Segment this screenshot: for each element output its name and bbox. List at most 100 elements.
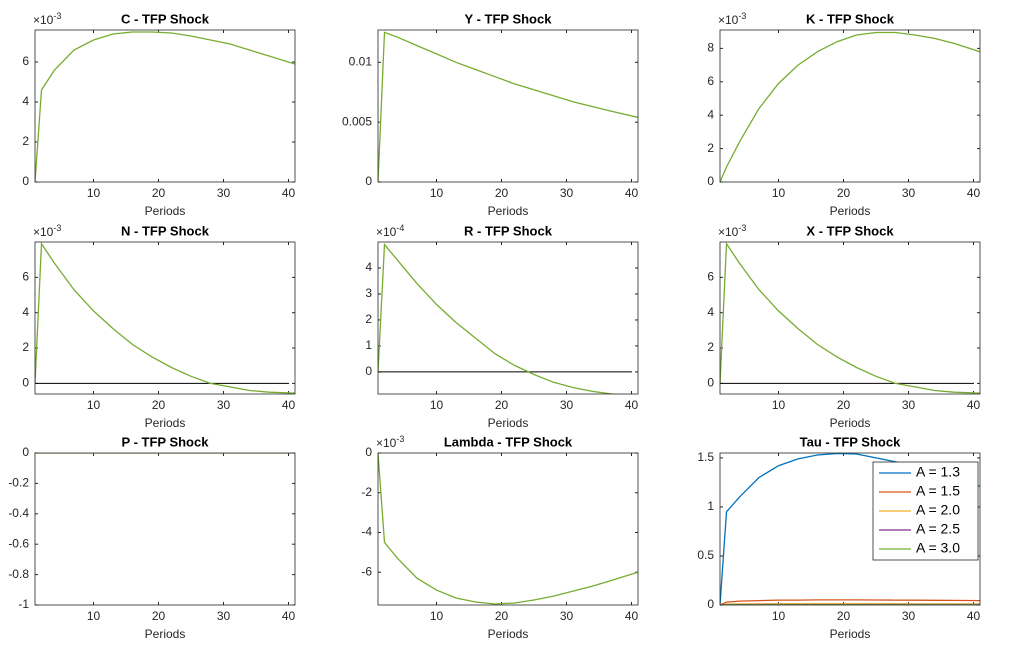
exponent-power: -3 bbox=[738, 223, 746, 233]
subplot: P - TFP Shock Periods 10 20 30 40 -1 -0.8 -0.6 -0… bbox=[8, 434, 295, 641]
subplot: Tau - TFP Shock Periods 10 20 30 40 0 0.5 1 1.5 A … bbox=[697, 434, 980, 641]
y-tick-label: 2 bbox=[22, 340, 29, 354]
x-tick-label: 20 bbox=[152, 609, 166, 623]
x-tick-label: 30 bbox=[902, 398, 916, 412]
axes-box bbox=[34, 241, 296, 395]
x-tick-label: 40 bbox=[625, 398, 639, 412]
y-tick-label: 4 bbox=[22, 305, 29, 319]
legend-label: A = 1.3 bbox=[916, 464, 960, 480]
y-exponent: ×10-3 bbox=[718, 223, 746, 239]
y-tick-label: -0.6 bbox=[8, 536, 29, 550]
y-tick-label: 0 bbox=[22, 376, 29, 390]
x-tick-label: 10 bbox=[430, 398, 444, 412]
x-tick-label: 10 bbox=[87, 398, 101, 412]
y-tick-label: 0.01 bbox=[349, 54, 373, 68]
axes-box bbox=[377, 29, 639, 183]
x-tick-label: 20 bbox=[837, 398, 851, 412]
y-tick-label: 0 bbox=[707, 376, 714, 390]
y-tick-label: 0 bbox=[365, 445, 372, 459]
x-tick-label: 10 bbox=[430, 186, 444, 200]
y-tick-label: 6 bbox=[707, 74, 714, 88]
x-tick-label: 20 bbox=[152, 398, 166, 412]
plot-area bbox=[720, 30, 980, 182]
x-tick-label: 30 bbox=[560, 398, 574, 412]
y-tick-label: 0.5 bbox=[697, 548, 714, 562]
series-line bbox=[378, 453, 638, 605]
axes-box bbox=[719, 29, 981, 183]
exponent-power: -3 bbox=[738, 11, 746, 21]
y-tick-label: 2 bbox=[365, 312, 372, 326]
axes-box bbox=[34, 452, 296, 606]
exponent-power: -3 bbox=[396, 434, 404, 444]
subplot-title: Y - TFP Shock bbox=[465, 11, 553, 26]
y-tick-label: 2 bbox=[707, 141, 714, 155]
subplot: N - TFP Shock Periods 10 20 30 40 0 2 4 6 ×10-3 bbox=[22, 223, 295, 430]
series-line bbox=[378, 242, 626, 394]
plot-area bbox=[35, 30, 295, 182]
series-line bbox=[35, 242, 295, 394]
x-axis-label: Periods bbox=[488, 627, 529, 641]
x-tick-label: 30 bbox=[902, 186, 916, 200]
y-tick-label: 0 bbox=[22, 445, 29, 459]
subplot: R - TFP Shock Periods 10 20 30 40 0 1 2 3 4 ×10-4 bbox=[365, 223, 638, 430]
subplot: X - TFP Shock Periods 10 20 30 40 0 2 4 6 ×10-3 bbox=[707, 223, 980, 430]
x-tick-label: 40 bbox=[967, 186, 981, 200]
x-tick-label: 10 bbox=[772, 398, 786, 412]
x-tick-label: 30 bbox=[902, 609, 916, 623]
subplot-title: R - TFP Shock bbox=[464, 223, 553, 238]
y-tick-label: 0 bbox=[365, 364, 372, 378]
exponent-base: ×10 bbox=[376, 225, 397, 239]
y-tick-label: 0 bbox=[365, 174, 372, 188]
x-tick-label: 20 bbox=[495, 186, 509, 200]
x-tick-label: 20 bbox=[837, 186, 851, 200]
plot-area bbox=[378, 30, 638, 182]
x-axis-label: Periods bbox=[145, 416, 186, 430]
subplot-title: N - TFP Shock bbox=[121, 223, 210, 238]
y-tick-label: -0.4 bbox=[8, 506, 29, 520]
y-tick-label: 6 bbox=[707, 270, 714, 284]
subplot: C - TFP Shock Periods 10 20 30 40 0 2 4 6 ×10-3 bbox=[22, 11, 295, 218]
legend-label: A = 2.5 bbox=[916, 521, 960, 537]
x-tick-label: 20 bbox=[495, 609, 509, 623]
x-tick-label: 40 bbox=[625, 186, 639, 200]
legend-label: A = 3.0 bbox=[916, 540, 960, 556]
series-line bbox=[720, 242, 980, 394]
subplot-title: K - TFP Shock bbox=[806, 11, 895, 26]
axes-box bbox=[719, 452, 981, 606]
exponent-power: -3 bbox=[53, 223, 61, 233]
y-tick-label: 0 bbox=[707, 597, 714, 611]
y-tick-label: 2 bbox=[22, 134, 29, 148]
x-tick-label: 30 bbox=[217, 186, 231, 200]
y-tick-label: 0.005 bbox=[342, 114, 372, 128]
x-tick-label: 40 bbox=[625, 609, 639, 623]
exponent-base: ×10 bbox=[33, 13, 54, 27]
x-tick-label: 10 bbox=[87, 609, 101, 623]
x-tick-label: 20 bbox=[495, 398, 509, 412]
y-tick-label: 2 bbox=[707, 340, 714, 354]
subplot: K - TFP Shock Periods 10 20 30 40 0 2 4 6 8 ×10-3 bbox=[707, 11, 980, 218]
axes-box bbox=[719, 241, 981, 395]
y-tick-label: 1 bbox=[707, 499, 714, 513]
legend-label: A = 2.0 bbox=[916, 502, 960, 518]
plot-area bbox=[720, 242, 980, 394]
x-tick-label: 40 bbox=[967, 398, 981, 412]
x-axis-label: Periods bbox=[488, 204, 529, 218]
x-tick-label: 30 bbox=[560, 186, 574, 200]
exponent-base: ×10 bbox=[33, 225, 54, 239]
x-tick-label: 20 bbox=[837, 609, 851, 623]
series-line bbox=[720, 599, 980, 605]
plot-area bbox=[378, 242, 638, 394]
y-tick-label: -0.2 bbox=[8, 476, 29, 490]
x-tick-label: 10 bbox=[430, 609, 444, 623]
x-tick-label: 10 bbox=[772, 186, 786, 200]
axes-box bbox=[377, 241, 639, 395]
y-tick-label: -6 bbox=[361, 564, 372, 578]
subplot-title: X - TFP Shock bbox=[806, 223, 894, 238]
x-axis-label: Periods bbox=[145, 204, 186, 218]
x-tick-label: 40 bbox=[282, 609, 296, 623]
plot-area bbox=[378, 453, 638, 605]
y-tick-label: 6 bbox=[22, 54, 29, 68]
x-tick-label: 40 bbox=[282, 398, 296, 412]
y-tick-label: 0 bbox=[707, 174, 714, 188]
